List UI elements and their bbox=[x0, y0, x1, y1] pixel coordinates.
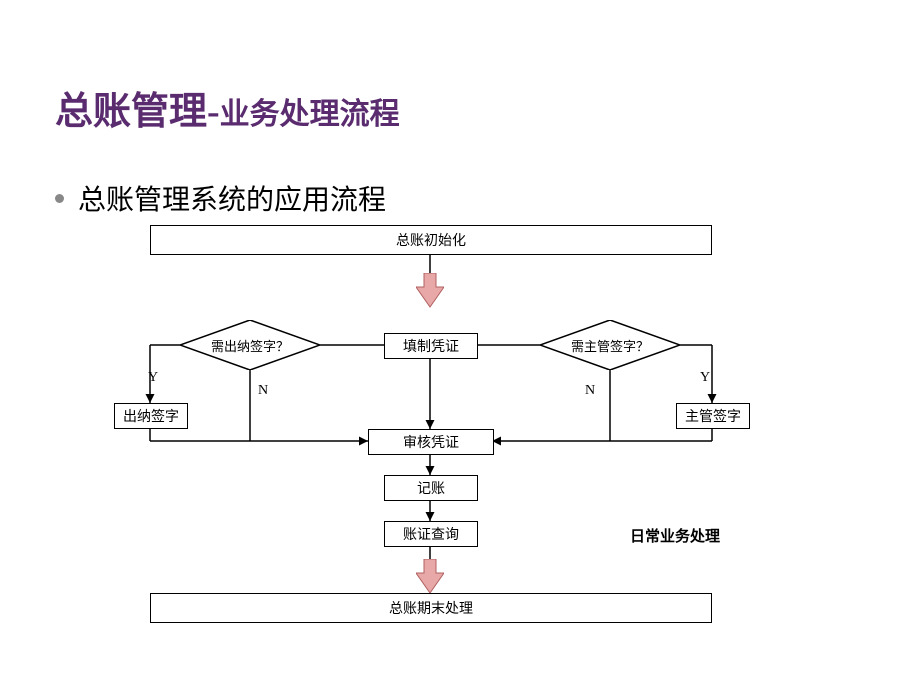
node-cashier-sign: 出纳签字 bbox=[114, 403, 188, 429]
node-query: 账证查询 bbox=[384, 521, 478, 547]
node-post-label: 记账 bbox=[417, 478, 445, 498]
arrow-down-icon bbox=[416, 273, 444, 309]
node-manager-sign-label: 主管签字 bbox=[685, 406, 741, 426]
bullet-text: 总账管理系统的应用流程 bbox=[78, 178, 386, 218]
label-y-left: Y bbox=[148, 370, 158, 386]
node-audit-label: 审核凭证 bbox=[403, 432, 459, 452]
node-cashier-q: 需出纳签字？ bbox=[180, 320, 320, 370]
node-voucher-label: 填制凭证 bbox=[403, 336, 459, 356]
label-y-right: Y bbox=[700, 370, 710, 386]
node-manager-q-label: 需主管签字？ bbox=[540, 336, 680, 355]
node-init-label: 总账初始化 bbox=[396, 230, 466, 250]
label-n-left: N bbox=[258, 383, 268, 399]
node-audit: 审核凭证 bbox=[368, 429, 494, 455]
node-closing: 总账期末处理 bbox=[150, 593, 712, 623]
title-main: 总账管理- bbox=[55, 80, 220, 135]
node-manager-q: 需主管签字？ bbox=[540, 320, 680, 370]
node-post: 记账 bbox=[384, 475, 478, 501]
bullet-item: 总账管理系统的应用流程 bbox=[55, 178, 386, 218]
node-voucher: 填制凭证 bbox=[384, 333, 478, 359]
node-init: 总账初始化 bbox=[150, 225, 712, 255]
title-sub: 业务处理流程 bbox=[220, 89, 400, 133]
node-query-label: 账证查询 bbox=[403, 524, 459, 544]
node-manager-sign: 主管签字 bbox=[676, 403, 750, 429]
annotation-daily: 日常业务处理 bbox=[630, 525, 720, 546]
node-closing-label: 总账期末处理 bbox=[389, 598, 473, 618]
node-cashier-q-label: 需出纳签字？ bbox=[180, 336, 320, 355]
arrow-down-icon bbox=[416, 559, 444, 595]
bullet-icon bbox=[55, 194, 64, 203]
label-n-right: N bbox=[585, 383, 595, 399]
node-cashier-sign-label: 出纳签字 bbox=[123, 406, 179, 426]
slide-title: 总账管理- 业务处理流程 bbox=[55, 80, 400, 135]
flowchart: 总账初始化 填制凭证 需出纳签字？ 需主管签字？ Y N N Y 出纳签字 主管… bbox=[130, 225, 810, 645]
